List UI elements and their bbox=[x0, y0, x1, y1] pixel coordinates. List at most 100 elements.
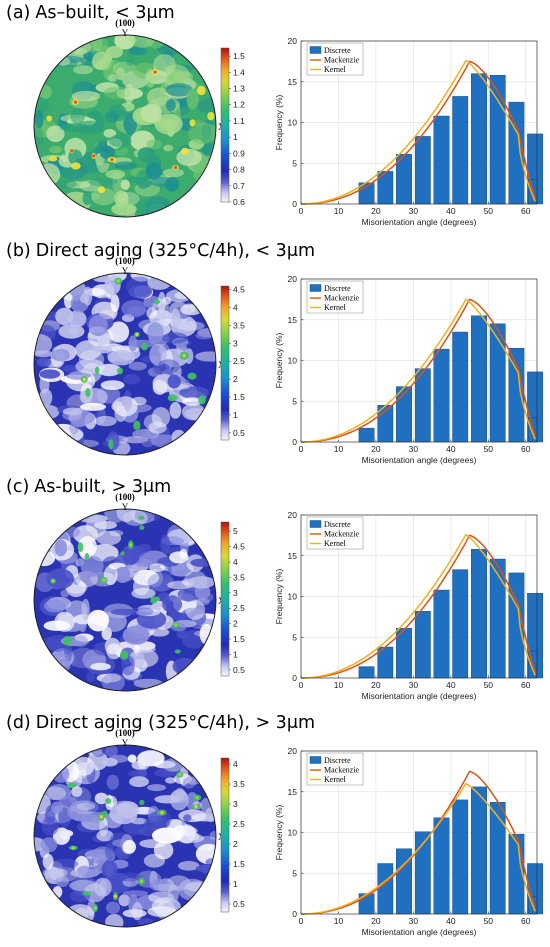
texture-blob bbox=[177, 861, 200, 871]
texture-blob bbox=[99, 145, 115, 160]
mackenzie-curve bbox=[301, 534, 536, 679]
texture-blob bbox=[55, 875, 70, 887]
panel-figure: (100)YX 4 3.5 3 2.5 2 1.5 1 0.5 0 10 20 30 40 50 60 0 5 10… bbox=[33, 728, 544, 937]
y-tick-label: 0 bbox=[292, 673, 297, 683]
texture-blob bbox=[82, 191, 92, 206]
texture-hotspot bbox=[187, 372, 197, 380]
legend-swatch-discrete bbox=[309, 46, 322, 54]
texture-blob bbox=[105, 169, 126, 179]
texture-blob bbox=[147, 784, 166, 792]
texture-blob bbox=[149, 563, 166, 572]
x-tick-label: 50 bbox=[484, 444, 494, 454]
texture-blob bbox=[75, 358, 105, 374]
texture-blob bbox=[146, 307, 157, 319]
texture-hotspot bbox=[48, 156, 58, 162]
legend-label: Kernel bbox=[324, 303, 347, 312]
texture-blob bbox=[165, 177, 180, 192]
texture-blob bbox=[151, 827, 182, 844]
panel-c: (c)As-built, > 3μm (100)YX 5 4.5 4 3.5 3 2.5 2 1… bbox=[0, 474, 550, 710]
histogram-bar bbox=[471, 73, 487, 205]
texture-blob bbox=[128, 361, 147, 371]
histogram-bar bbox=[452, 96, 469, 205]
legend-label: Discrete bbox=[324, 284, 351, 293]
x-tick-label: 10 bbox=[334, 916, 344, 926]
texture-peak bbox=[160, 811, 164, 815]
y-tick-label: 15 bbox=[288, 77, 298, 87]
colorbar: 1.5 1.4 1.3 1.2 1.1 1 0.9 0.8 0.7 0.6 bbox=[220, 47, 245, 207]
texture-hotspot bbox=[108, 439, 114, 450]
texture-blob bbox=[73, 65, 94, 75]
axis-y-label: Y bbox=[122, 738, 129, 748]
histogram-bar bbox=[471, 315, 487, 443]
legend-swatch-discrete bbox=[309, 756, 322, 764]
texture-blob bbox=[60, 829, 74, 837]
texture-blob bbox=[106, 46, 123, 58]
texture-peak bbox=[73, 100, 78, 104]
panel-label: (c) bbox=[6, 477, 30, 497]
histogram-bar bbox=[433, 115, 450, 205]
x-tick-label: 50 bbox=[484, 206, 494, 216]
texture-peak bbox=[113, 894, 118, 898]
colorbar-tick-label: 2 bbox=[233, 374, 238, 384]
colorbar-tick-label: 4.5 bbox=[233, 285, 245, 295]
panel-title: (b) Direct aging (325°C/4h), < 3μm bbox=[6, 241, 315, 261]
texture-blob bbox=[129, 607, 154, 616]
texture-hotspot bbox=[105, 797, 112, 804]
texture-peak bbox=[129, 543, 133, 547]
texture-blob bbox=[170, 789, 189, 811]
panel-label: (a) bbox=[6, 3, 31, 23]
texture-blob bbox=[69, 421, 79, 435]
texture-blob bbox=[86, 671, 96, 683]
pole-figure-texture bbox=[34, 509, 216, 691]
texture-blob bbox=[53, 179, 77, 189]
texture-blob bbox=[153, 54, 176, 76]
texture-blob bbox=[49, 145, 63, 154]
panel-d: (d) Direct aging (325°C/4h), > 3μm (100) Y… bbox=[0, 710, 550, 947]
texture-blob bbox=[106, 643, 122, 660]
pole-figure-outline bbox=[33, 34, 217, 218]
y-tick-label: 20 bbox=[288, 274, 298, 284]
texture-blob bbox=[34, 334, 53, 355]
texture-hotspot bbox=[189, 119, 196, 127]
texture-hotspot bbox=[97, 186, 106, 194]
texture-blob bbox=[35, 109, 44, 129]
panel-figure: (100)YX54.543.532.521.510.50102030405060… bbox=[33, 492, 544, 701]
y-axis-label: Frequency (%) bbox=[274, 568, 284, 624]
pole-figure: (100)YX bbox=[33, 256, 225, 456]
colorbar: 5 4.5 4 3.5 3 2.5 2 1.5 1 0.5 bbox=[220, 521, 245, 677]
y-tick-label: 15 bbox=[288, 551, 298, 561]
histogram-bar bbox=[508, 833, 525, 915]
colorbar-tick-label: 1.4 bbox=[233, 67, 245, 77]
texture-blob bbox=[51, 348, 70, 362]
texture-peak bbox=[99, 815, 103, 819]
pole-label: (100) bbox=[115, 256, 135, 266]
texture-blob bbox=[123, 374, 141, 385]
histogram-bar bbox=[471, 786, 487, 915]
texture-blob bbox=[128, 47, 148, 56]
y-tick-label: 15 bbox=[288, 787, 298, 797]
colorbar-tick-label: 0.5 bbox=[233, 899, 245, 909]
texture-blob bbox=[108, 321, 130, 343]
texture-hotspot bbox=[120, 650, 129, 660]
texture-blob bbox=[42, 853, 54, 870]
panel-title-text: As-built, > 3μm bbox=[34, 477, 172, 497]
texture-hotspot bbox=[139, 525, 145, 530]
texture-blob bbox=[204, 807, 216, 823]
x-tick-label: 50 bbox=[484, 916, 494, 926]
texture-blob bbox=[79, 180, 102, 192]
texture-blob bbox=[96, 830, 114, 842]
texture-hotspot bbox=[46, 115, 53, 122]
texture-blob bbox=[46, 568, 74, 590]
texture-blob bbox=[96, 530, 122, 546]
texture-blob bbox=[140, 430, 156, 448]
texture-blob bbox=[115, 872, 144, 882]
histogram-bar bbox=[452, 331, 469, 443]
kernel-curve bbox=[301, 533, 536, 679]
x-tick-label: 20 bbox=[371, 206, 381, 216]
texture-blob bbox=[37, 163, 61, 186]
texture-blob bbox=[72, 756, 95, 776]
panel-title: (d) Direct aging (325°C/4h), > 3μm bbox=[6, 713, 315, 733]
texture-blob bbox=[182, 397, 203, 406]
texture-hotspot bbox=[141, 342, 148, 351]
texture-blob bbox=[153, 883, 179, 891]
